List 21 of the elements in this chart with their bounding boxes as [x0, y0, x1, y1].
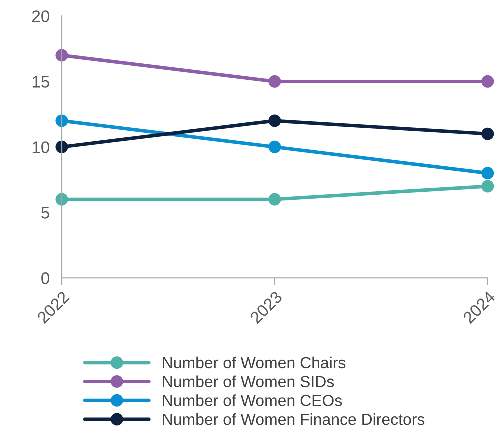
legend-label: Number of Women CEOs	[163, 394, 342, 406]
legend-label: Number of Women SIDs	[163, 376, 334, 388]
point	[56, 114, 68, 128]
y-tick-label: 5	[42, 207, 50, 219]
point	[482, 75, 494, 88]
point	[268, 193, 282, 206]
point	[482, 167, 494, 180]
legend-label: Number of Women Chairs	[163, 356, 346, 369]
point	[56, 193, 68, 206]
point	[268, 114, 282, 128]
point	[482, 128, 494, 140]
y-tick-label: 20	[32, 10, 50, 22]
point	[56, 140, 68, 154]
y-tick-label: 0	[42, 272, 50, 284]
y-tick-label: 15	[32, 76, 50, 88]
point	[56, 49, 68, 62]
point	[268, 140, 282, 154]
y-tick-label: 10	[32, 142, 50, 154]
point	[268, 75, 282, 88]
legend-label: Number of Women Finance Directors	[163, 414, 425, 426]
point	[482, 180, 494, 193]
